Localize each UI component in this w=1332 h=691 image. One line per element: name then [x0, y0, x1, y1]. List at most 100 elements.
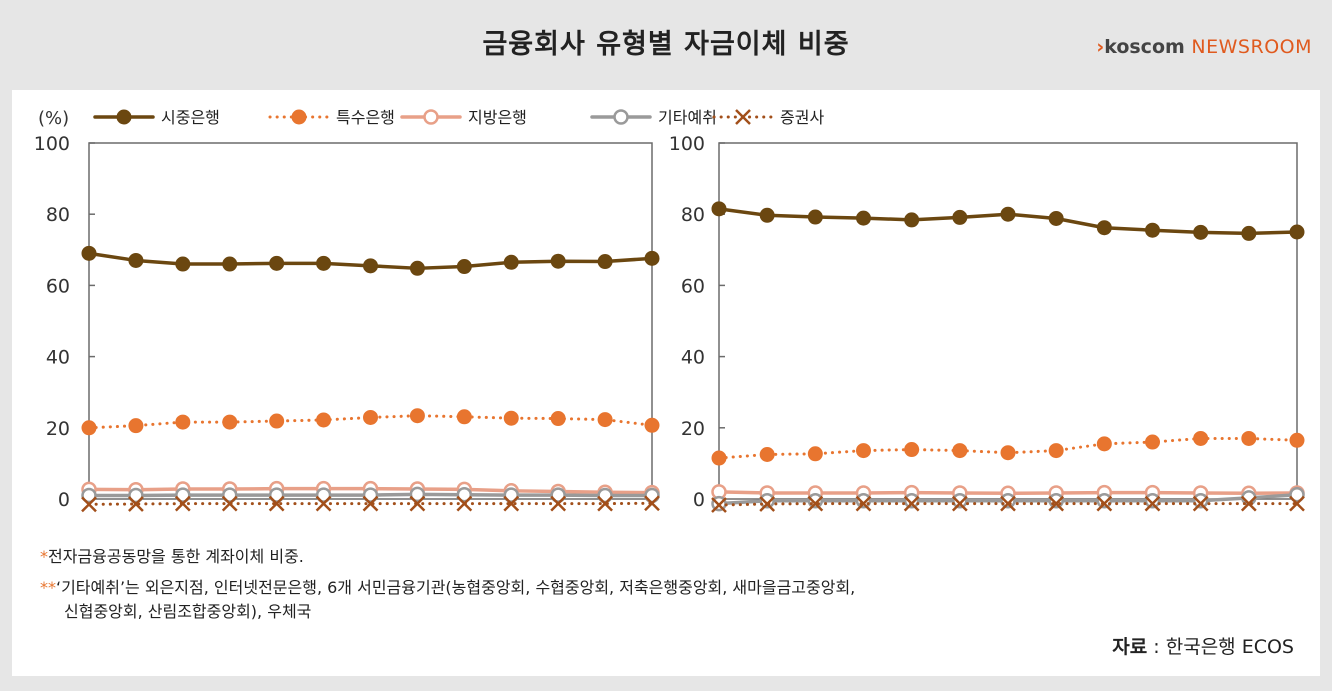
chart-1-series-2-point-7 [363, 409, 378, 425]
chart-1-series-4-point-2 [128, 487, 144, 504]
chart-1-series-1-point-2 [128, 252, 144, 268]
chart-2-series-2-point-5 [904, 442, 920, 458]
chart-1-series-5-point-1 [81, 496, 97, 513]
line-charts: 0 20 40 60 80 100 (%) 시중은행 특수은행 지방은행 기타예취 증권사 0 20 40 6… [34, 108, 1305, 513]
chart-2-series-2-point-6 [952, 443, 968, 459]
chart-1-series-2-point-12 [597, 412, 613, 428]
footnote-2-mark: ** [40, 578, 56, 597]
chart-2-series-5-point-6 [951, 495, 968, 512]
chart-1-series-2-point-6 [316, 412, 332, 428]
chart-1-series-2-point-8 [409, 408, 425, 424]
chart-1-ytick-label-40: 40 [46, 347, 70, 369]
chart-1-series-5-point-8 [409, 495, 426, 512]
source-text: : 한국은행 ECOS [1147, 636, 1294, 658]
chart-2-series-2-point-12 [1241, 430, 1257, 446]
footnote-1-mark: * [40, 547, 48, 566]
chart-2-series-4-point-2 [759, 493, 775, 509]
footnote-1: *전자금융공동망을 통한 계좌이체 비중. [40, 543, 304, 567]
chart-1-series-2-point-10 [503, 410, 519, 426]
chart-2-series-1-point-13 [1289, 224, 1305, 240]
chart-1-series-1-point-12 [597, 254, 613, 270]
chart-2-series-1-point-3 [807, 209, 823, 225]
chart-2-series-1-point-9 [1096, 220, 1112, 236]
chart-2-series-1-point-6 [952, 209, 968, 225]
chart-2-series-2-point-1 [711, 450, 727, 466]
chart-panel: 0 20 40 60 80 100 (%) 시중은행 특수은행 지방은행 기타예취 증권사 0 20 40 6… [12, 90, 1320, 676]
brand-name: koscom [1104, 36, 1185, 58]
chart-1-ylabel: (%) [38, 108, 69, 129]
chart-1-series-4-point-9 [456, 486, 473, 503]
chart-1-series-2-point-1 [81, 420, 97, 436]
chart-2-series-5-point-10 [1144, 495, 1161, 512]
chart-1-ytick-label-80: 80 [46, 204, 70, 226]
chart-2-series-1-point-7 [1000, 206, 1016, 222]
chart-2-series-2-point-2 [759, 447, 775, 462]
legend-marker-5 [735, 109, 751, 125]
chart-1-series-1-point-9 [456, 259, 472, 275]
footnote-2-continued: 신협중앙회, 산림조합중앙회), 우체국 [64, 602, 312, 621]
chart-2-ytick-label-0: 0 [693, 489, 705, 511]
chart-1-series-1-point-10 [503, 254, 519, 270]
chart-1-series-4-point-6 [315, 487, 332, 503]
chart-2-series-5-point-12 [1240, 495, 1257, 512]
chart-1-series-5-point-10 [503, 495, 520, 512]
chart-2-series-2-point-10 [1145, 434, 1160, 450]
chart-1-series-1-point-3 [175, 256, 191, 272]
chart-1-series-5-point-12 [597, 495, 613, 512]
chart-2-series-4-point-13 [1289, 486, 1305, 503]
footnote-2: **‘기타예취’는 외은지점, 인터넷전문은행, 6개 서민금융기관(농협중앙회… [40, 574, 855, 598]
chart-2-series-1-point-11 [1193, 224, 1209, 240]
legend-label-1: 시중은행 [161, 108, 220, 127]
chart-1-ytick-label-20: 20 [46, 418, 70, 440]
chart-1-series-5-point-3 [174, 495, 191, 512]
chart-2-series-5-point-1 [711, 497, 727, 513]
chart-2-series-5-point-7 [1000, 495, 1016, 512]
chart-1-series-2-point-5 [269, 413, 285, 429]
chart-2-series-5-point-4 [855, 495, 872, 512]
chart-1-ytick-label-60: 60 [46, 275, 70, 297]
chart-1-series-4-point-3 [175, 487, 191, 503]
footnote-2-text: ‘기타예취’는 외은지점, 인터넷전문은행, 6개 서민금융기관(농협중앙회, … [56, 578, 856, 597]
chart-1-series-4-point-7 [362, 487, 379, 503]
chart-1-series-4-point-8 [409, 486, 426, 503]
chart-2-series-5-point-2 [759, 496, 776, 512]
chart-2-series-1-point-12 [1241, 225, 1257, 241]
chart-2-series-2-point-3 [807, 446, 823, 462]
chart-1-series-1-point-11 [550, 253, 566, 269]
chart-2-series-2-point-4 [856, 443, 871, 459]
chart-2-series-5-point-8 [1048, 495, 1065, 512]
chart-2-ytick-label-100: 100 [669, 133, 705, 155]
legend-marker-1 [116, 109, 132, 125]
chart-1-series-2-point-9 [456, 409, 472, 425]
chart-2-ytick-label-60: 60 [681, 275, 705, 297]
legend-label-2: 특수은행 [336, 108, 395, 127]
chart-2-series-5-point-13 [1289, 495, 1305, 512]
brand-arrow-icon: › [1096, 36, 1105, 58]
chart-2-series-1-point-5 [904, 212, 920, 228]
chart-1-series-5-point-5 [268, 495, 285, 512]
chart-1-series-5-point-9 [456, 495, 473, 512]
chart-2-series-1-point-4 [856, 210, 871, 226]
chart-1-series-5-point-2 [128, 496, 144, 512]
chart-2-series-1-point-2 [759, 207, 775, 223]
chart-2-series-5-point-5 [903, 495, 920, 512]
chart-2-ytick-label-80: 80 [681, 204, 705, 226]
chart-1-ytick-label-0: 0 [58, 489, 70, 511]
legend-marker-3 [423, 109, 439, 125]
legend-marker-2 [291, 109, 307, 125]
chart-2-series-5-point-9 [1096, 495, 1113, 512]
chart-1-series-4-point-10 [503, 487, 519, 503]
chart-1-series-4-point-4 [222, 487, 238, 503]
chart-1-series-5-point-6 [315, 495, 332, 512]
chart-2-series-5-point-3 [807, 495, 824, 512]
source-credit: 자료 : 한국은행 ECOS [1112, 632, 1294, 659]
chart-2-series-2-point-9 [1096, 436, 1112, 452]
chart-1-series-1-point-7 [363, 258, 378, 274]
chart-1-series-2-point-11 [550, 411, 566, 427]
chart-2-ytick-label-20: 20 [681, 418, 705, 440]
legend-label-3: 지방은행 [468, 108, 527, 127]
chart-1-series-1-point-4 [222, 256, 238, 272]
chart-1-series-5-point-7 [362, 495, 379, 512]
chart-1-series-5-point-4 [221, 495, 238, 512]
chart-1-series-4-point-1 [81, 487, 97, 504]
